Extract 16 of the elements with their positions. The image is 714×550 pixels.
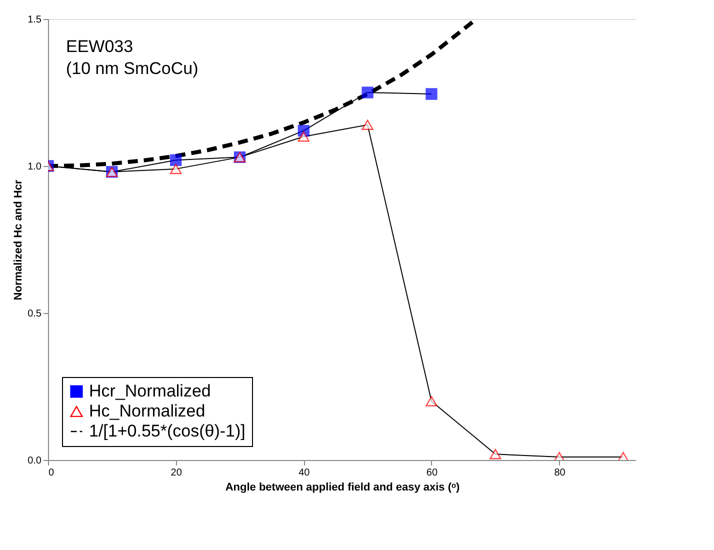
x-tick-label: 80 <box>554 468 566 478</box>
y-tick-label: 1.5 <box>28 14 42 26</box>
x-tick-label: 20 <box>170 468 182 478</box>
x-tick-label: 60 <box>426 468 438 478</box>
y-tick-label: 0.5 <box>28 308 42 320</box>
y-tick-label: 1.0 <box>28 162 42 172</box>
y-axis-title: Normalized Hc and Hcr <box>12 179 25 300</box>
x-tick-label: 40 <box>298 468 310 478</box>
annotation: EEW033 <box>66 37 134 56</box>
x-tick-label: 0 <box>48 468 54 478</box>
legend-label: 1/[1+0.55*(cos(θ)-1)] <box>89 422 246 440</box>
legend-label: Hc_Normalized <box>89 402 206 420</box>
annotation: (10 nm SmCoCu) <box>66 59 198 78</box>
legend-label: Hcr_Normalized <box>89 382 211 400</box>
x-axis-title: Angle between applied field and easy axis (ᵒ) <box>225 482 460 494</box>
y-tick-label: 0.0 <box>28 456 42 466</box>
